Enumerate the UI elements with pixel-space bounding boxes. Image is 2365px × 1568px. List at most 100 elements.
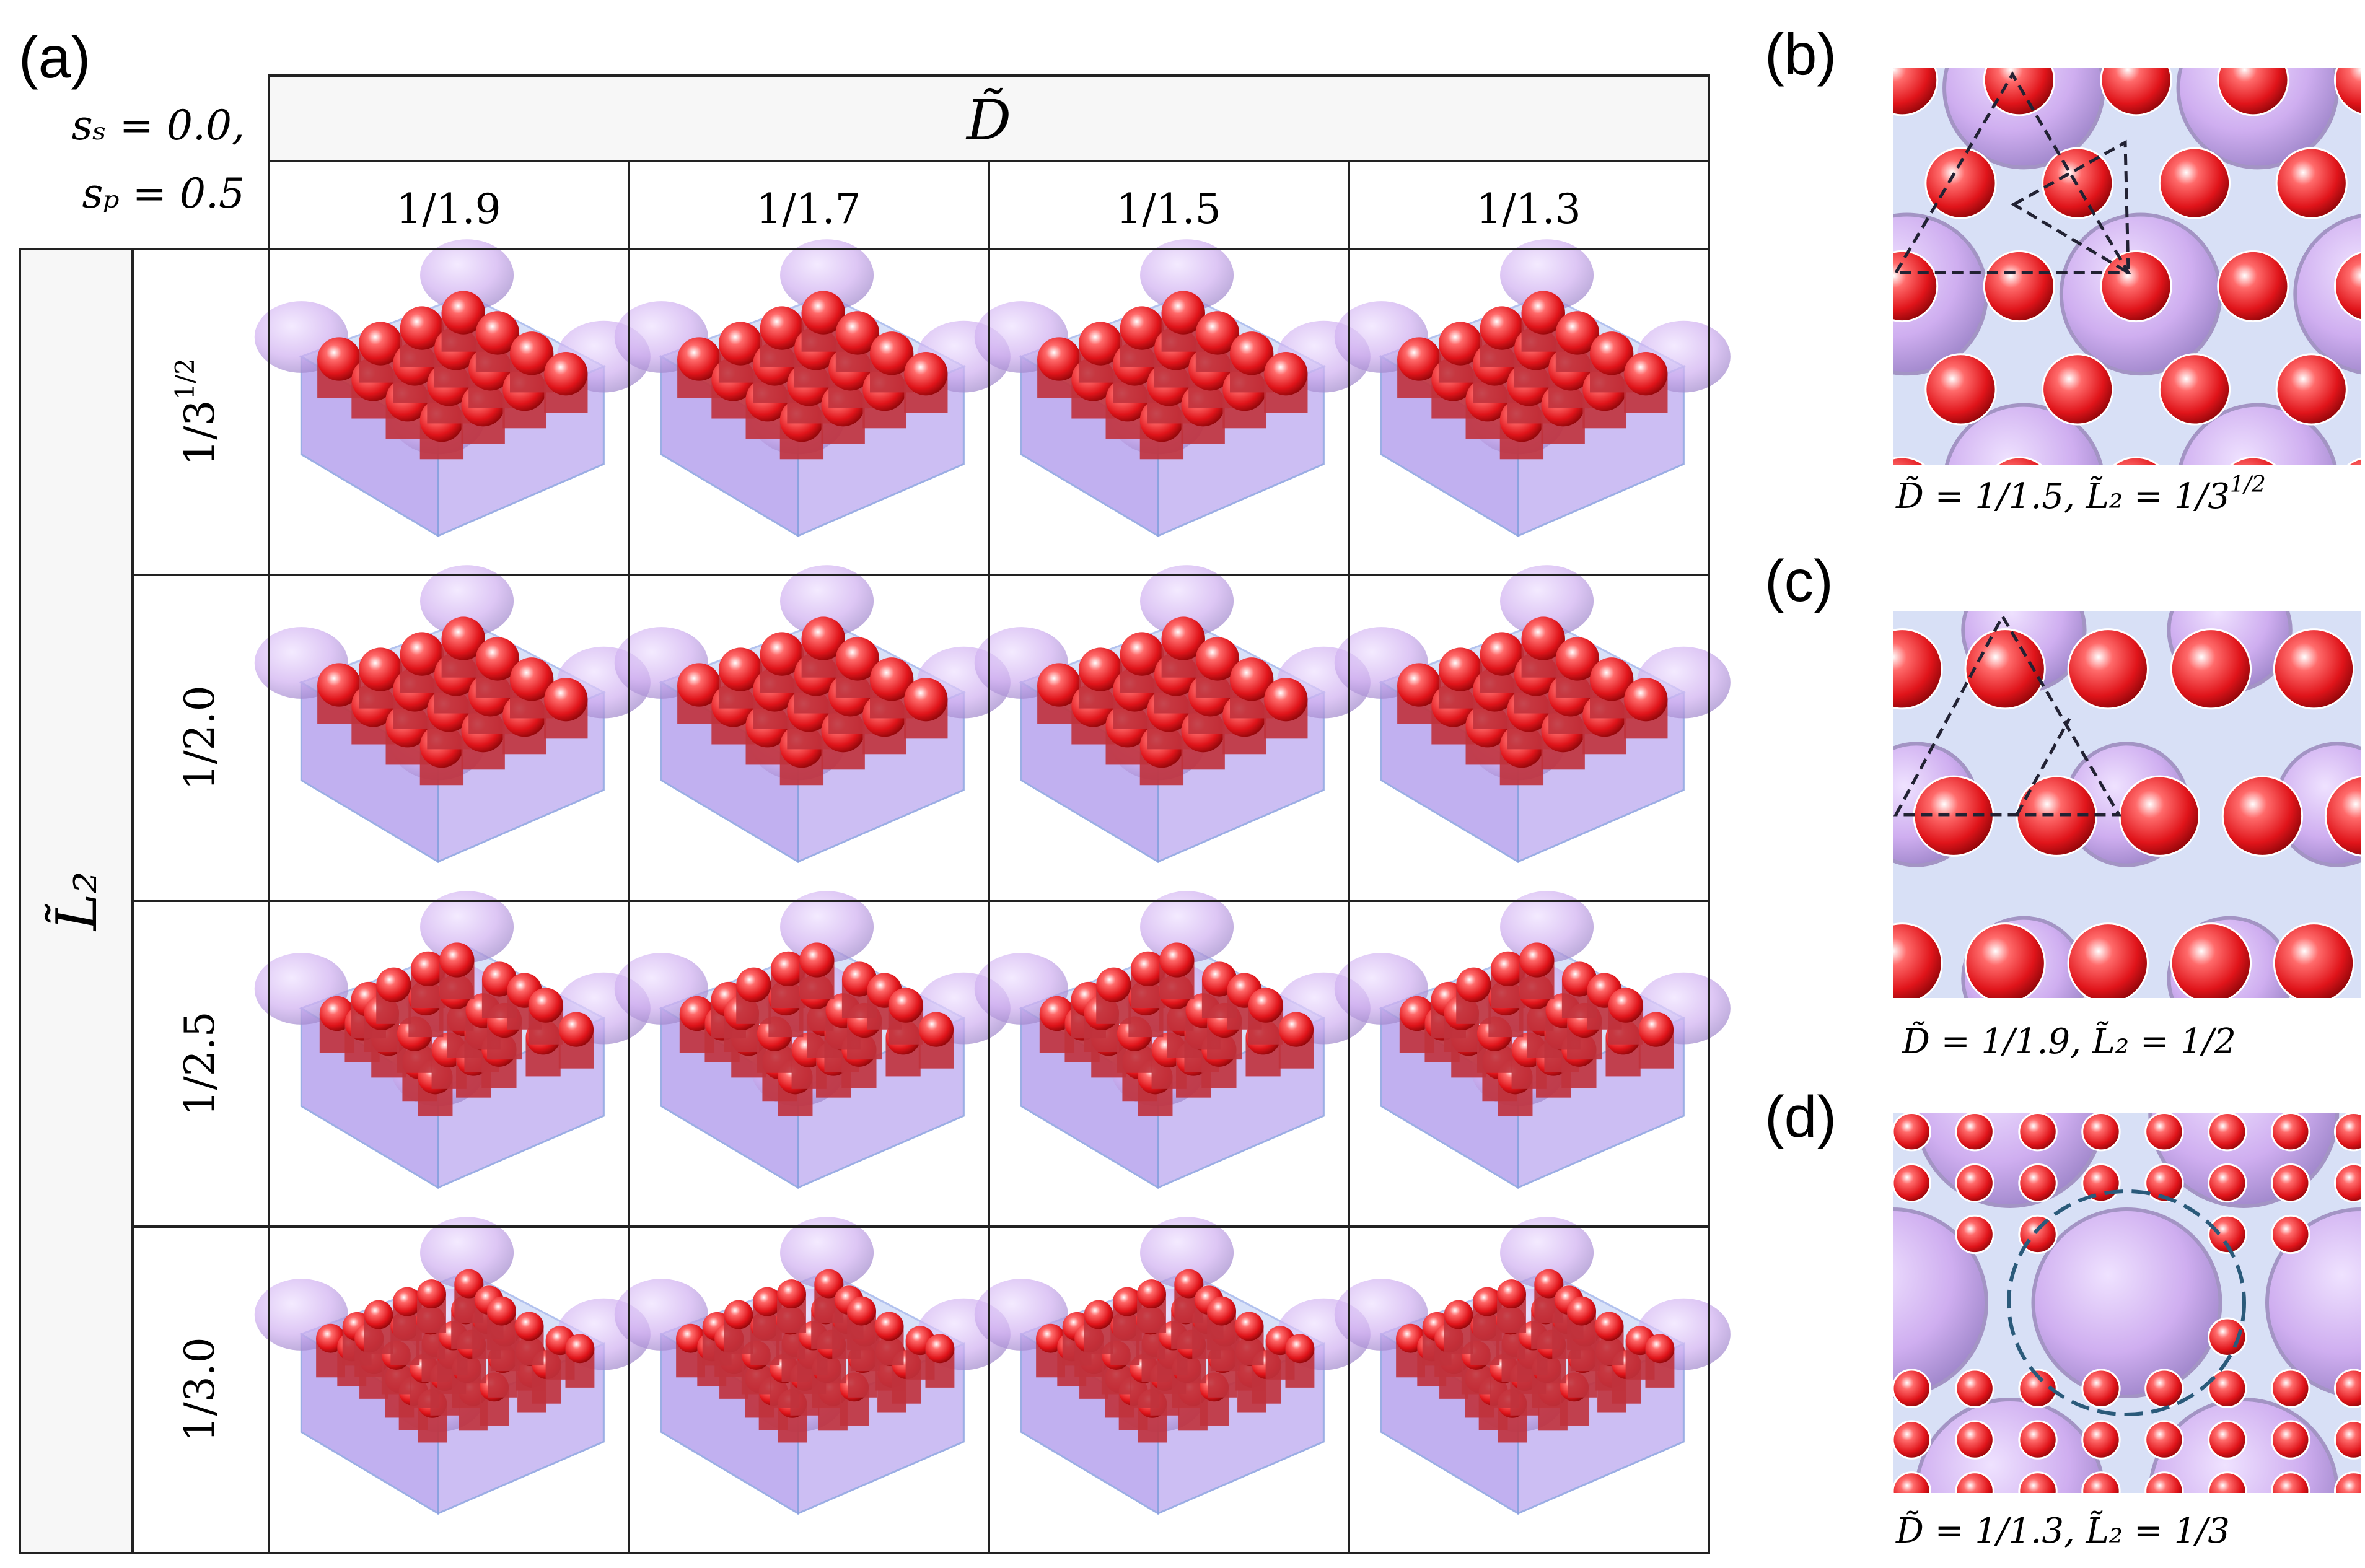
particle [1750,457,1820,527]
cylinder-top [1130,951,1166,987]
sphere [1140,1217,1234,1289]
cylinder-top [544,352,588,396]
cylinder-top [1624,352,1668,396]
particle [2018,1163,2058,1203]
particle [2324,776,2361,857]
cylinder-top [364,1300,393,1329]
cylinder-top [1490,951,1526,987]
cylinder-top [317,337,361,381]
cylinder-top [1264,352,1308,396]
particle [2144,1471,2184,1493]
cylinder-top [1480,306,1524,350]
param: sₚ = 0.5 [82,170,245,217]
cylinder-top [376,967,411,1002]
guide [2007,1189,2246,1416]
cylinder-top [544,678,588,722]
cylinder-top [718,647,763,691]
particle [1811,1365,1890,1444]
cylinder-top [1037,337,1081,381]
particle [1760,924,1839,1003]
particle [2275,147,2348,219]
cylinder-top [718,322,763,366]
cylinder-top [801,291,845,335]
particle [2276,0,2346,12]
particle [2217,250,2289,323]
guide [1893,71,2131,276]
cylinder-top [1519,942,1555,978]
cylinder-top [1195,637,1240,681]
cylinder-top [514,1312,544,1341]
particle [1955,1471,1994,1493]
cylinder-top [1174,1269,1204,1299]
cylinder-top [814,1269,844,1299]
column-label: 1/1.5 [1116,185,1221,233]
cylinder-top [1521,291,1565,335]
cylinder-top [904,678,948,722]
sphere [2265,1207,2361,1398]
cylinder-top [439,942,475,978]
particle [1964,628,2046,710]
cylinder-top [400,306,444,350]
particle [2208,1369,2247,1408]
panel-label: (c) [1765,548,1833,614]
cylinder-top [1521,616,1565,660]
panel-label: (a) [19,25,90,90]
cylinder-top [358,647,403,691]
cylinder-top [1248,988,1284,1023]
panel-image [1893,1113,2361,1493]
particle [2333,1163,2361,1203]
cylinder-top [760,306,804,350]
row-label: 1/2.5 [176,1011,224,1116]
particle [1893,1113,1931,1152]
sphere [420,565,514,637]
particle [2042,353,2114,426]
cylinder-top [1594,1312,1624,1341]
particle [2144,1420,2184,1460]
sphere [780,239,874,311]
particle [1811,776,1890,856]
sphere [780,565,874,637]
particle [2144,1113,2184,1152]
cylinder-top [410,951,446,987]
cylinder-top [1084,1300,1113,1329]
cylinder-top [1207,1296,1236,1326]
cylinder-top [1555,637,1600,681]
cylinder-top [1456,967,1491,1002]
particle [1893,1471,1931,1493]
cylinder-top [1278,1012,1314,1047]
particle [2271,1471,2310,1493]
cylinder-top [835,637,880,681]
particle [2271,1420,2310,1460]
cylinder-top [869,331,914,375]
particle [1809,148,1879,218]
particle [2081,1420,2121,1460]
particle [2217,68,2289,116]
particle [2230,456,2276,465]
cylinder-top [1480,632,1524,676]
sphere [1140,565,1234,637]
cylinder-top [1624,678,1668,722]
row-label: 1/3.0 [176,1337,224,1442]
sphere [780,891,874,963]
column-label: 1/1.9 [396,185,501,233]
cylinder-top [558,1012,594,1047]
cylinder-top [869,657,914,701]
sphere [1914,1398,2105,1493]
cylinder-top [509,331,554,375]
particle [2273,628,2355,710]
particle [1809,354,1879,424]
cylinder-top [1229,657,1274,701]
particle [1924,147,1997,219]
sphere [1500,565,1594,637]
cylinder-top [1161,291,1205,335]
cylinder-top [475,311,520,355]
sphere [1140,891,1234,963]
cylinder-top [1137,1279,1166,1309]
particle [2067,922,2149,998]
cylinder-top [454,1269,484,1299]
column-label: 1/1.7 [756,185,861,233]
particle [2221,775,2304,857]
particle [1924,353,1997,426]
particle [1893,1163,1931,1203]
particle [1760,629,1839,709]
